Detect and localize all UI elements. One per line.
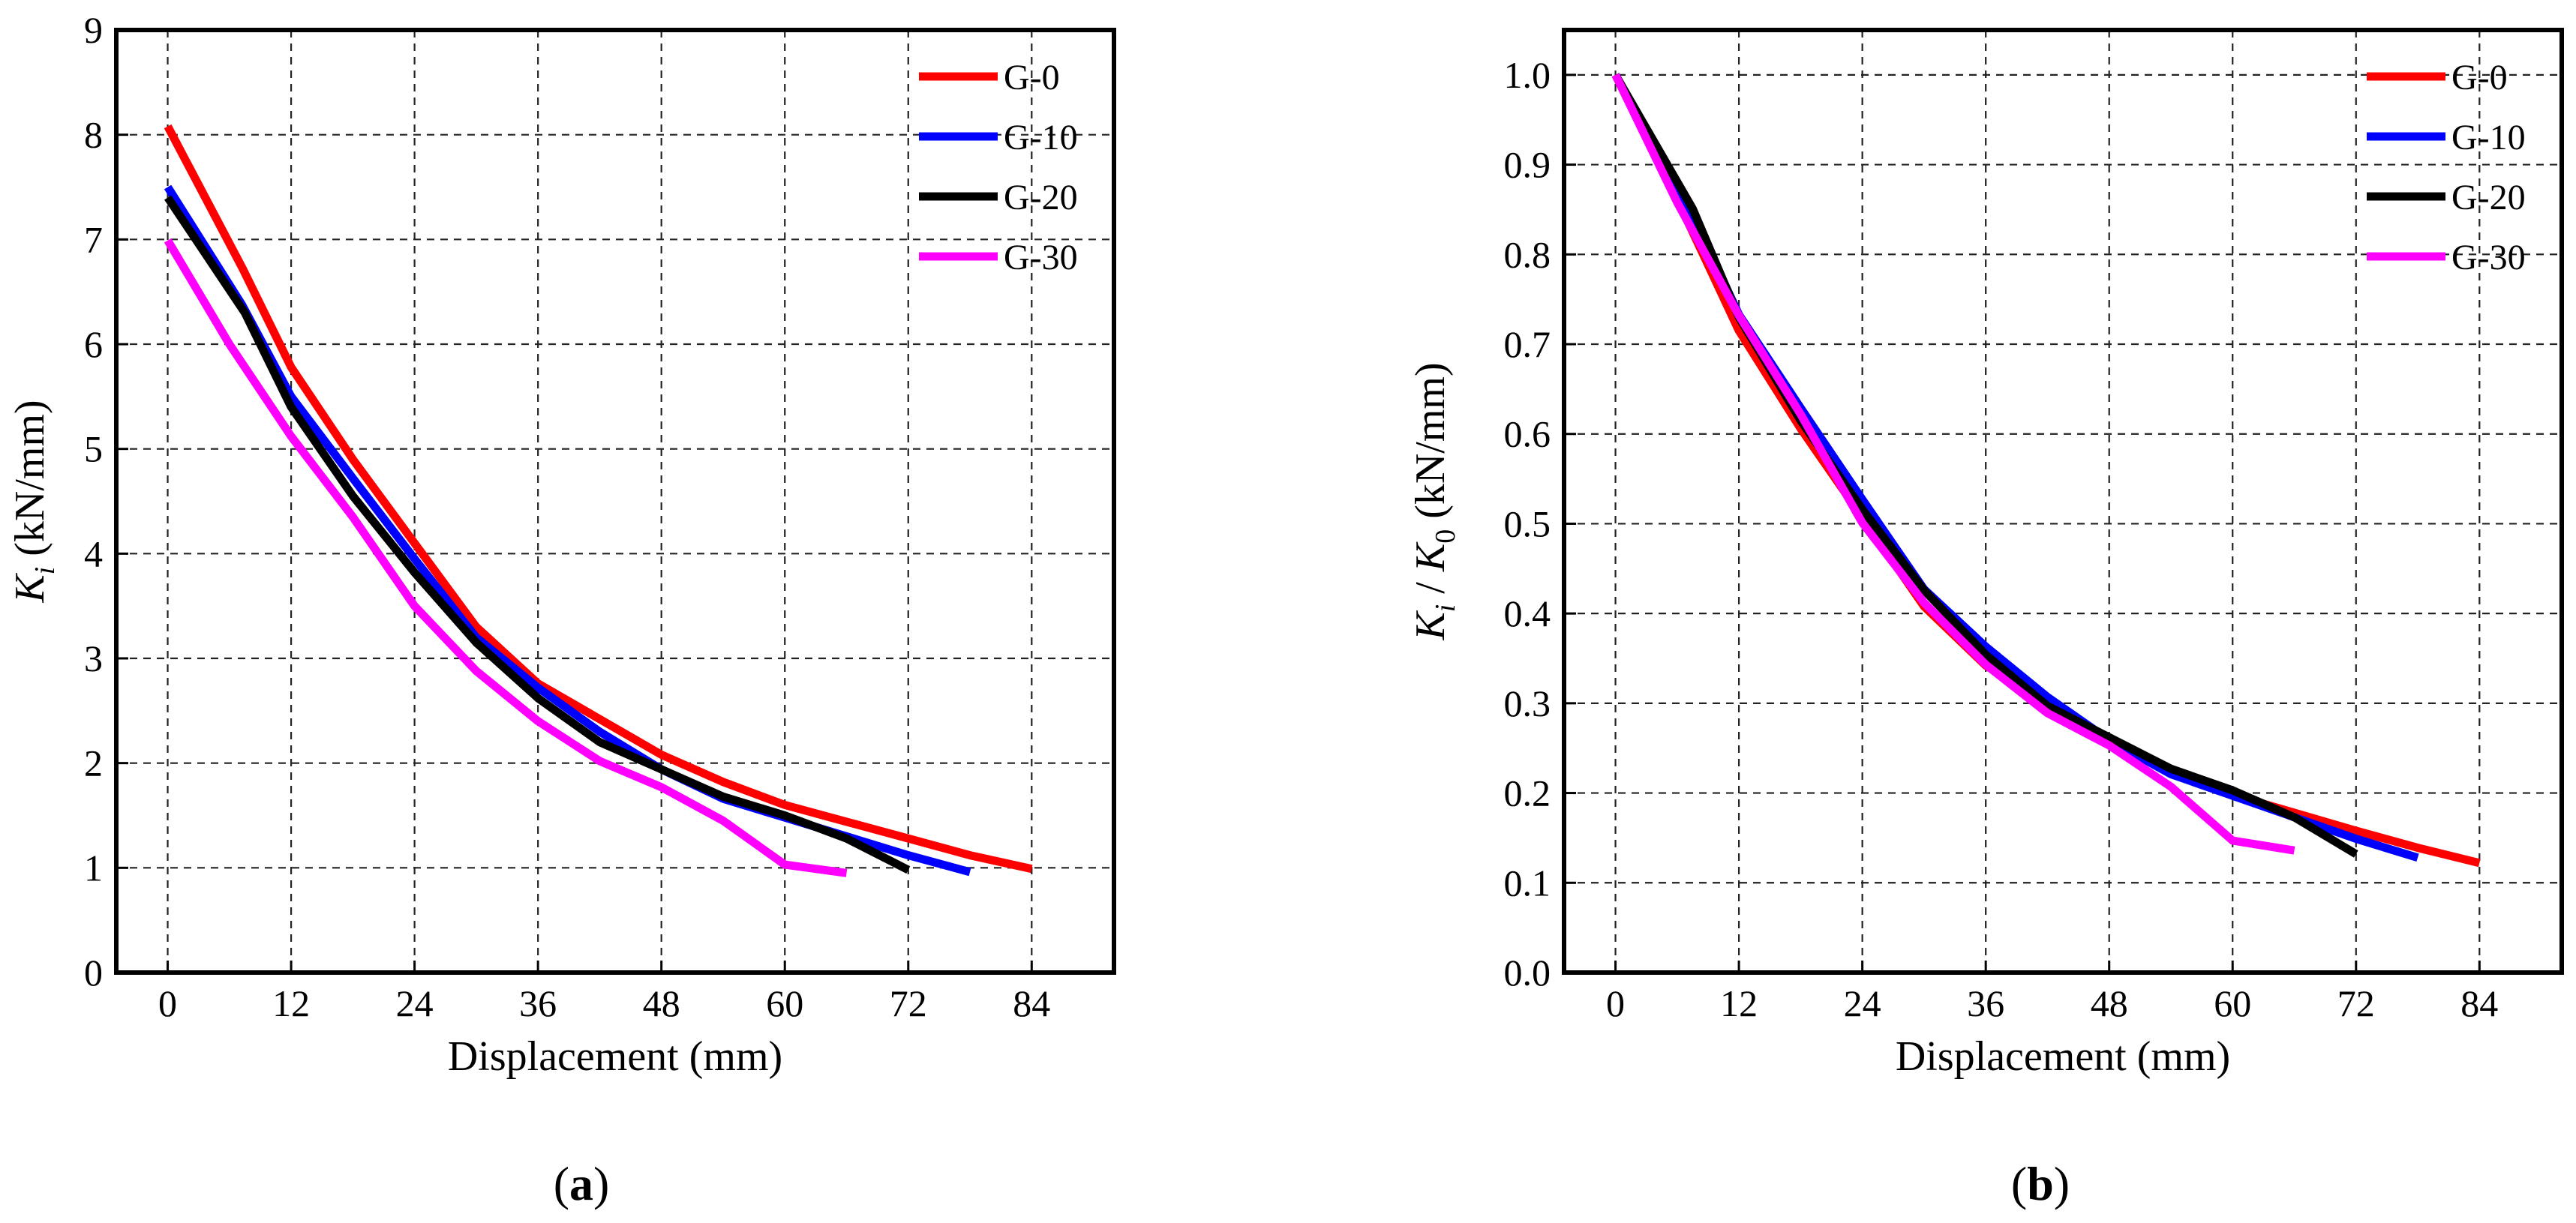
y-axis-title-symbol: K	[1407, 610, 1454, 641]
x-tick-label: 48	[2091, 982, 2128, 1024]
series-line-g-10	[1611, 73, 2419, 862]
caption-open-paren: (	[554, 1157, 569, 1210]
y-tick-label: 1	[84, 847, 103, 889]
y-tick-label: 0.8	[1504, 233, 1551, 275]
y-tick-label: 9	[84, 9, 103, 51]
x-tick-label: 0	[1606, 982, 1625, 1024]
x-tick-label: 72	[2337, 982, 2375, 1024]
panel-caption: (b)	[2011, 1157, 2070, 1210]
caption-open-paren: (	[2011, 1157, 2027, 1210]
y-axis-title: Ki / K0 (kN/mm)	[1407, 362, 1461, 640]
x-tick-label: 24	[1844, 982, 1881, 1024]
y-axis-title-subscript-2: 0	[1430, 529, 1461, 544]
x-tick-label: 72	[890, 982, 927, 1024]
y-axis-title-divider: /	[1407, 571, 1454, 604]
series-line-g-0	[1611, 73, 2481, 868]
series-group	[164, 124, 1033, 877]
grid-lines	[116, 28, 1114, 973]
y-axis-title-subscript: i	[1430, 604, 1461, 613]
y-tick-label: 1.0	[1504, 54, 1551, 96]
y-axis-title-units: (kN/mm)	[7, 400, 53, 566]
legend-label-g-10: G-10	[2451, 118, 2526, 157]
y-tick-label: 6	[84, 323, 103, 365]
series-line-g-30	[164, 238, 848, 877]
chart-panel-b: 0 12 24 36 48 60 72 84 0.0 0.1 0.2 0.3 0.4 0.5 0.6 0.7 0…	[1407, 28, 2564, 1210]
caption-letter: a	[569, 1157, 593, 1210]
caption-letter: b	[2027, 1157, 2054, 1210]
x-tick-label: 36	[519, 982, 557, 1024]
x-tick-label: 24	[396, 982, 434, 1024]
series-group	[1611, 73, 2481, 868]
y-tick-label: 0.3	[1504, 682, 1551, 724]
y-tick-label: 0.2	[1504, 772, 1551, 814]
y-tick-label: 0.9	[1504, 144, 1551, 186]
grid-lines	[1564, 30, 2562, 973]
y-axis-title: Ki (kN/mm)	[7, 400, 61, 603]
y-axis-title-symbol-2: K	[1407, 541, 1454, 572]
x-tick-label: 0	[158, 982, 177, 1024]
legend: G-0 G-10 G-20 G-30	[919, 58, 1078, 277]
chart-panel-a: 0 12 24 36 48 60 72 840123456789G-0G-10G-20G-30…	[7, 9, 1116, 1210]
y-tick-label: 5	[84, 428, 103, 470]
y-tick-label: 0.6	[1504, 413, 1551, 455]
x-tick-label: 36	[1967, 982, 2004, 1024]
x-tick-label: 48	[643, 982, 680, 1024]
y-tick-label: 0.0	[1504, 952, 1551, 994]
y-tick-label: 4	[84, 532, 103, 574]
y-tick-label: 0	[84, 952, 103, 994]
y-axis-title-symbol: K	[7, 573, 53, 604]
y-tick-label: 2	[84, 742, 103, 784]
series-line-g-30	[1611, 73, 2295, 855]
x-tick-label: 12	[1720, 982, 1758, 1024]
x-tick-label: 60	[766, 982, 803, 1024]
y-tick-label: 3	[84, 637, 103, 679]
legend: G-0 G-10 G-20 G-30	[2367, 58, 2526, 277]
panel-caption: (a)	[554, 1157, 610, 1210]
legend-label-g-10: G-10	[1004, 118, 1078, 157]
legend-label-g-20: G-20	[2451, 178, 2526, 217]
x-tick-label: 84	[1013, 982, 1050, 1024]
x-tick-label: 84	[2460, 982, 2498, 1024]
legend-label-g-0: G-0	[2451, 58, 2508, 97]
y-tick-label: 0.4	[1504, 592, 1551, 634]
legend-label-g-20: G-20	[1004, 178, 1078, 217]
plot-frame	[1562, 28, 2564, 975]
y-tick-label: 0.5	[1504, 502, 1551, 544]
series-line-g-20	[164, 195, 911, 874]
legend-label-g-30: G-30	[2451, 238, 2526, 277]
axis-ticks: 0 12 24 36 48 60 72 84 0.0 0.1 0.2 0.3 0.4 0.5 0.6 0.7 0…	[1504, 54, 2499, 1024]
caption-close-paren: )	[593, 1157, 609, 1210]
legend-label-g-30: G-30	[1004, 238, 1078, 277]
legend-label-g-0: G-0	[1004, 58, 1060, 97]
x-tick-label: 60	[2214, 982, 2251, 1024]
x-tick-label: 12	[272, 982, 310, 1024]
y-axis-title-subscript: i	[29, 567, 61, 575]
x-axis-title: Displacement (mm)	[1896, 1033, 2230, 1080]
y-tick-label: 8	[84, 114, 103, 156]
y-tick-label: 0.7	[1504, 323, 1551, 365]
caption-close-paren: )	[2054, 1157, 2070, 1210]
plot-frame	[114, 28, 1116, 975]
x-axis-title: Displacement (mm)	[448, 1033, 782, 1080]
y-tick-label: 7	[84, 218, 103, 260]
series-line-g-10	[164, 184, 971, 877]
y-axis-title-units: (kN/mm)	[1407, 362, 1454, 529]
series-line-g-0	[164, 124, 1033, 874]
y-tick-label: 0.1	[1504, 862, 1551, 904]
